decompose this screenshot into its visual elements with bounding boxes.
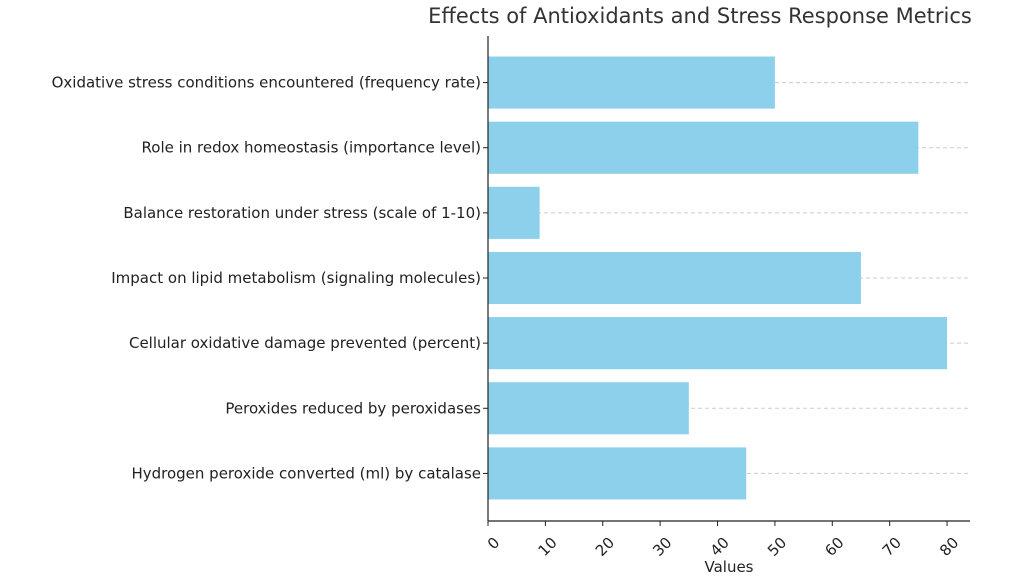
x-tick-label: 0 <box>484 534 503 553</box>
bar <box>488 56 775 109</box>
bar <box>488 382 689 435</box>
category-label: Oxidative stress conditions encountered … <box>52 74 481 92</box>
x-axis-title: Values <box>704 558 753 576</box>
bar <box>488 186 540 239</box>
category-label: Hydrogen peroxide converted (ml) by cata… <box>131 464 481 482</box>
category-label: Impact on lipid metabolism (signaling mo… <box>111 269 481 287</box>
x-tick-label: 60 <box>821 534 847 560</box>
x-tick-label: 70 <box>879 534 905 560</box>
x-tick-label: 10 <box>534 534 560 560</box>
category-label: Peroxides reduced by peroxidases <box>225 399 481 417</box>
x-tick-label: 20 <box>592 534 618 560</box>
x-tick-label: 30 <box>649 534 675 560</box>
bars <box>488 56 948 500</box>
category-labels: Hydrogen peroxide converted (ml) by cata… <box>52 74 482 483</box>
bar <box>488 251 861 305</box>
category-label: Cellular oxidative damage prevented (per… <box>129 334 481 352</box>
chart-title: Effects of Antioxidants and Stress Respo… <box>428 4 972 28</box>
x-tick-label: 80 <box>936 534 962 560</box>
bar <box>488 121 919 174</box>
bar <box>488 447 747 500</box>
bar <box>488 317 948 370</box>
category-label: Role in redox homeostasis (importance le… <box>142 139 481 157</box>
x-tick-label: 40 <box>707 534 733 560</box>
category-label: Balance restoration under stress (scale … <box>123 204 481 222</box>
x-tick-label: 50 <box>764 534 790 560</box>
